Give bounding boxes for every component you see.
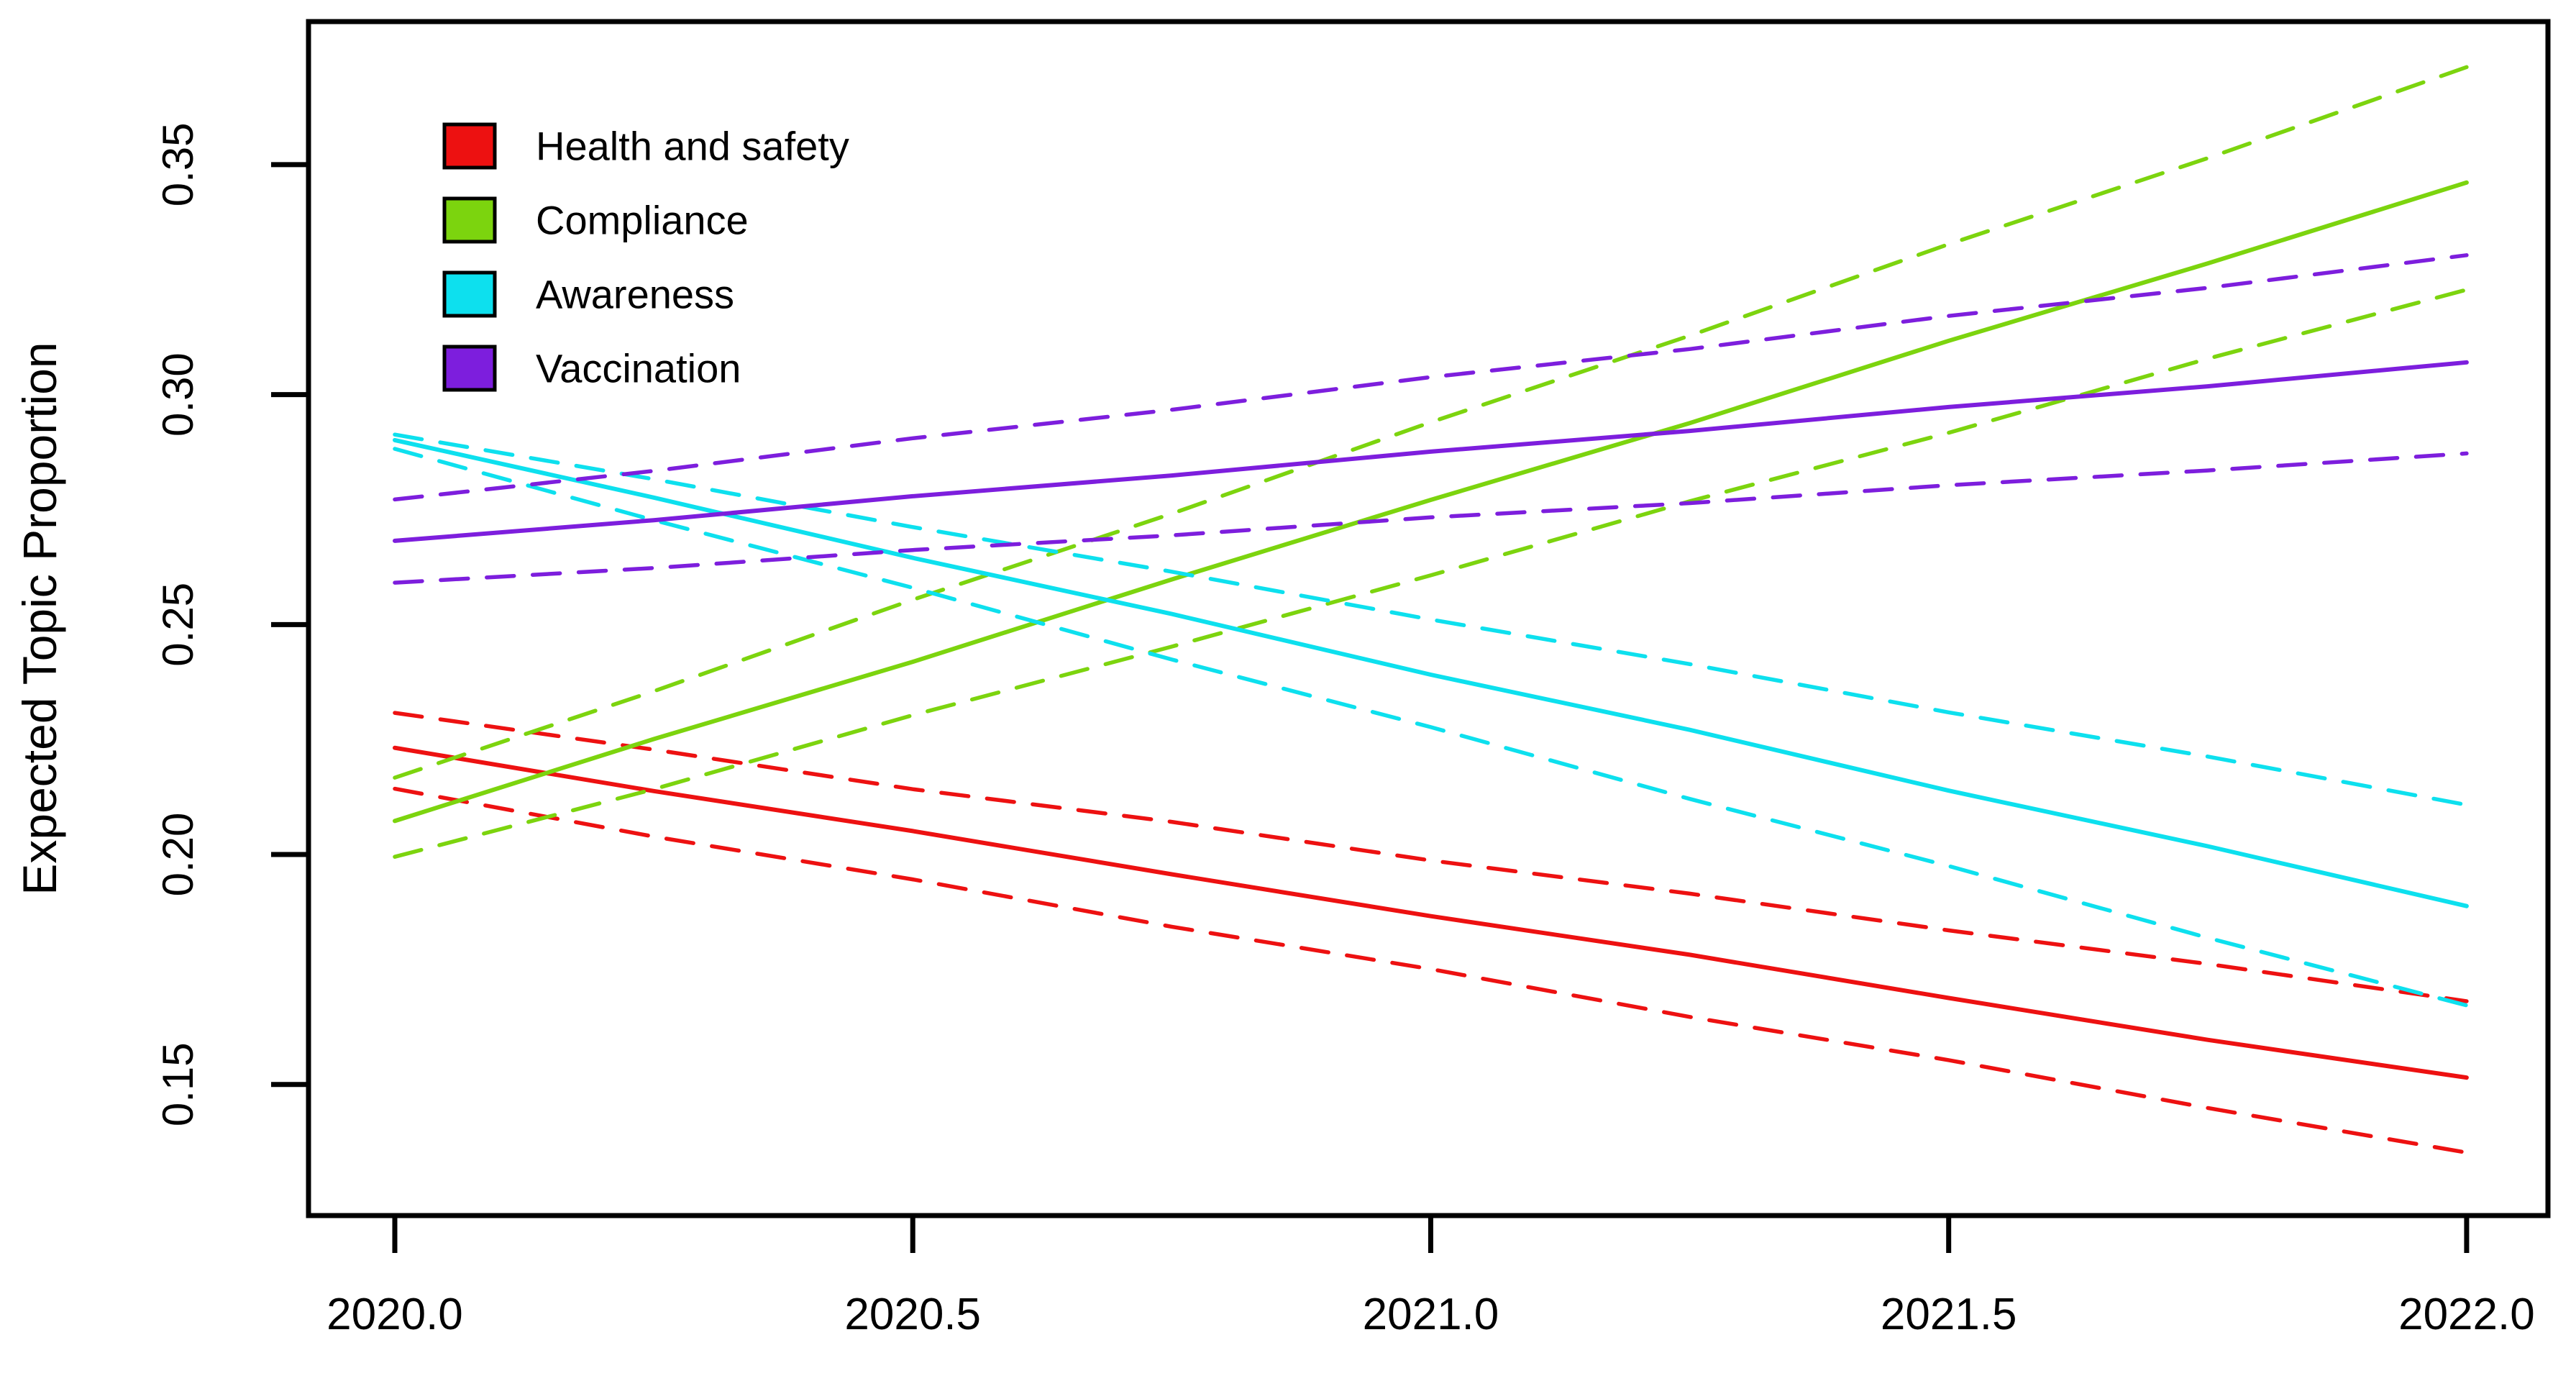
legend-swatch-2 [442,270,497,318]
x-tick-label: 2020.0 [326,1290,463,1339]
legend-swatch-0 [442,122,497,170]
y-tick-label: 0.20 [154,813,202,897]
series-ci-lower-3 [393,451,2469,585]
legend-label-3: Vaccination [536,346,741,391]
series-line-1 [393,180,2469,824]
x-tick-label: 2021.5 [1881,1290,2017,1339]
series-line-0 [393,745,2469,1080]
legend-swatch-1 [442,196,497,244]
x-tick-label: 2022.0 [2398,1290,2535,1339]
series-ci-upper-0 [393,711,2469,1003]
series-ci-lower-0 [393,786,2469,1155]
series-line-2 [393,437,2469,908]
legend-label-1: Compliance [536,198,749,243]
series-ci-upper-2 [393,432,2469,807]
legend-label-0: Health and safety [536,124,849,169]
y-tick-label: 0.25 [154,583,202,667]
y-tick-label: 0.15 [154,1042,202,1126]
x-tick-label: 2020.5 [844,1290,981,1339]
legend-label-2: Awareness [536,272,734,317]
y-tick-label: 0.35 [154,122,202,206]
legend-swatch-3 [442,345,497,392]
y-tick-label: 0.30 [154,352,202,437]
series-ci-lower-1 [393,288,2469,859]
series-ci-upper-3 [393,253,2469,502]
series-line-3 [393,360,2469,543]
series-ci-lower-2 [393,447,2469,1008]
x-tick-label: 2021.0 [1363,1290,1499,1339]
y-axis-title: Expected Topic Proportion [13,342,66,895]
plot-frame [306,19,2551,1218]
